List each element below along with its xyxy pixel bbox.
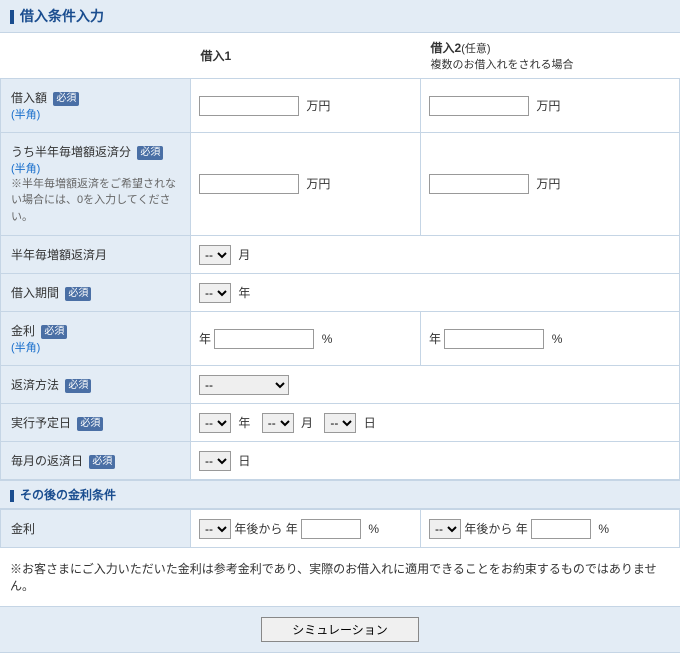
row-exec-date: 実行予定日 必須 -- 年 -- 月 -- 日 [1, 404, 680, 442]
bonus-note: ※半年毎増額返済をご希望されない場合には、0を入力してください。 [11, 178, 176, 223]
exec-year-select[interactable]: -- [199, 413, 231, 433]
unit-label: 日 [364, 416, 376, 430]
later-section-title: その後の金利条件 [0, 480, 680, 509]
row-loan-period: 借入期間 必須 -- 年 [1, 274, 680, 312]
bonus-portion-input-1[interactable] [199, 174, 299, 194]
repay-method-select[interactable]: -- [199, 375, 289, 395]
exec-date-label: 実行予定日 [11, 416, 71, 430]
bonus-portion-label-cell: うち半年毎増額返済分 必須 (半角) ※半年毎増額返済をご希望されない場合には、… [1, 133, 191, 236]
unit-label: 万円 [536, 177, 560, 191]
later-interest-col1: -- 年後から 年 % [191, 510, 421, 548]
required-badge: 必須 [41, 325, 67, 339]
section-title: 借入条件入力 [0, 0, 680, 33]
repay-day-input-cell: -- 日 [191, 442, 680, 480]
exec-day-select[interactable]: -- [324, 413, 356, 433]
loan-period-input-cell: -- 年 [191, 274, 680, 312]
unit-label: 万円 [306, 99, 330, 113]
repay-method-input-cell: -- [191, 366, 680, 404]
exec-month-select[interactable]: -- [262, 413, 294, 433]
after-label: 年後から [464, 522, 512, 536]
unit-label: 日 [238, 454, 250, 468]
later-interest-input-2[interactable] [531, 519, 591, 539]
interest-col2: 年 % [421, 312, 680, 366]
unit-label: % [598, 522, 609, 536]
prefix-label: 年 [429, 332, 441, 346]
loan-amount-input-2[interactable] [429, 96, 529, 116]
required-badge: 必須 [137, 146, 163, 160]
later-after-select-2[interactable]: -- [429, 519, 461, 539]
loan-amount-label-cell: 借入額 必須 (半角) [1, 79, 191, 133]
loan-amount-col1: 万円 [191, 79, 421, 133]
unit-label: 年 [238, 416, 250, 430]
bonus-portion-label: うち半年毎増額返済分 [11, 145, 131, 159]
row-loan-amount: 借入額 必須 (半角) 万円 万円 [1, 79, 680, 133]
half-width-hint: (半角) [11, 163, 40, 175]
unit-label: 万円 [306, 177, 330, 191]
label-column-header [1, 33, 191, 79]
later-after-select-1[interactable]: -- [199, 519, 231, 539]
loan-period-select[interactable]: -- [199, 283, 231, 303]
interest-input-1[interactable] [214, 329, 314, 349]
bonus-portion-col1: 万円 [191, 133, 421, 236]
col2-header: 借入2(任意) 複数のお借入れをされる場合 [421, 33, 680, 79]
bonus-portion-input-2[interactable] [429, 174, 529, 194]
row-repay-day: 毎月の返済日 必須 -- 日 [1, 442, 680, 480]
required-badge: 必須 [77, 417, 103, 431]
row-bonus-portion: うち半年毎増額返済分 必須 (半角) ※半年毎増額返済をご希望されない場合には、… [1, 133, 680, 236]
required-badge: 必須 [65, 287, 91, 301]
loan-period-label-cell: 借入期間 必須 [1, 274, 191, 312]
required-badge: 必須 [53, 92, 79, 106]
bonus-month-label: 半年毎増額返済月 [11, 248, 107, 262]
repay-day-select[interactable]: -- [199, 451, 231, 471]
half-width-hint: (半角) [11, 109, 40, 121]
loan-period-label: 借入期間 [11, 286, 59, 300]
interest-input-2[interactable] [444, 329, 544, 349]
simulation-button[interactable]: シミュレーション [261, 617, 419, 642]
later-interest-col2: -- 年後から 年 % [421, 510, 680, 548]
exec-date-label-cell: 実行予定日 必須 [1, 404, 191, 442]
exec-date-input-cell: -- 年 -- 月 -- 日 [191, 404, 680, 442]
year-label: 年 [286, 522, 298, 536]
bonus-month-select[interactable]: -- [199, 245, 231, 265]
loan-input-table: 借入1 借入2(任意) 複数のお借入れをされる場合 借入額 必須 (半角) 万円… [0, 33, 680, 480]
bonus-month-label-cell: 半年毎増額返済月 [1, 236, 191, 274]
repay-method-label: 返済方法 [11, 378, 59, 392]
repay-day-label-cell: 毎月の返済日 必須 [1, 442, 191, 480]
bonus-portion-col2: 万円 [421, 133, 680, 236]
later-interest-label: 金利 [11, 522, 35, 536]
loan-amount-col2: 万円 [421, 79, 680, 133]
repay-day-label: 毎月の返済日 [11, 454, 83, 468]
later-interest-input-1[interactable] [301, 519, 361, 539]
interest-col1: 年 % [191, 312, 421, 366]
row-bonus-month: 半年毎増額返済月 -- 月 [1, 236, 680, 274]
disclaimer-note: ※お客さまにご入力いただいた金利は参考金利であり、実際のお借入れに適用できること… [0, 548, 680, 606]
year-label: 年 [516, 522, 528, 536]
unit-label: 万円 [536, 99, 560, 113]
later-interest-table: 金利 -- 年後から 年 % -- 年後から 年 % [0, 509, 680, 548]
required-badge: 必須 [89, 455, 115, 469]
required-badge: 必須 [65, 379, 91, 393]
col1-header: 借入1 [191, 33, 421, 79]
row-repay-method: 返済方法 必須 -- [1, 366, 680, 404]
loan-amount-label: 借入額 [11, 91, 47, 105]
loan-amount-input-1[interactable] [199, 96, 299, 116]
unit-label: 月 [238, 248, 250, 262]
row-interest: 金利 必須 (半角) 年 % 年 % [1, 312, 680, 366]
prefix-label: 年 [199, 332, 211, 346]
button-bar: シミュレーション [0, 606, 680, 653]
interest-label-cell: 金利 必須 (半角) [1, 312, 191, 366]
unit-label: % [322, 332, 333, 346]
later-interest-label-cell: 金利 [1, 510, 191, 548]
unit-label: % [552, 332, 563, 346]
interest-label: 金利 [11, 324, 35, 338]
repay-method-label-cell: 返済方法 必須 [1, 366, 191, 404]
unit-label: % [368, 522, 379, 536]
unit-label: 年 [238, 286, 250, 300]
after-label: 年後から [234, 522, 282, 536]
bonus-month-input-cell: -- 月 [191, 236, 680, 274]
unit-label: 月 [301, 416, 313, 430]
half-width-hint: (半角) [11, 342, 40, 354]
row-later-interest: 金利 -- 年後から 年 % -- 年後から 年 % [1, 510, 680, 548]
